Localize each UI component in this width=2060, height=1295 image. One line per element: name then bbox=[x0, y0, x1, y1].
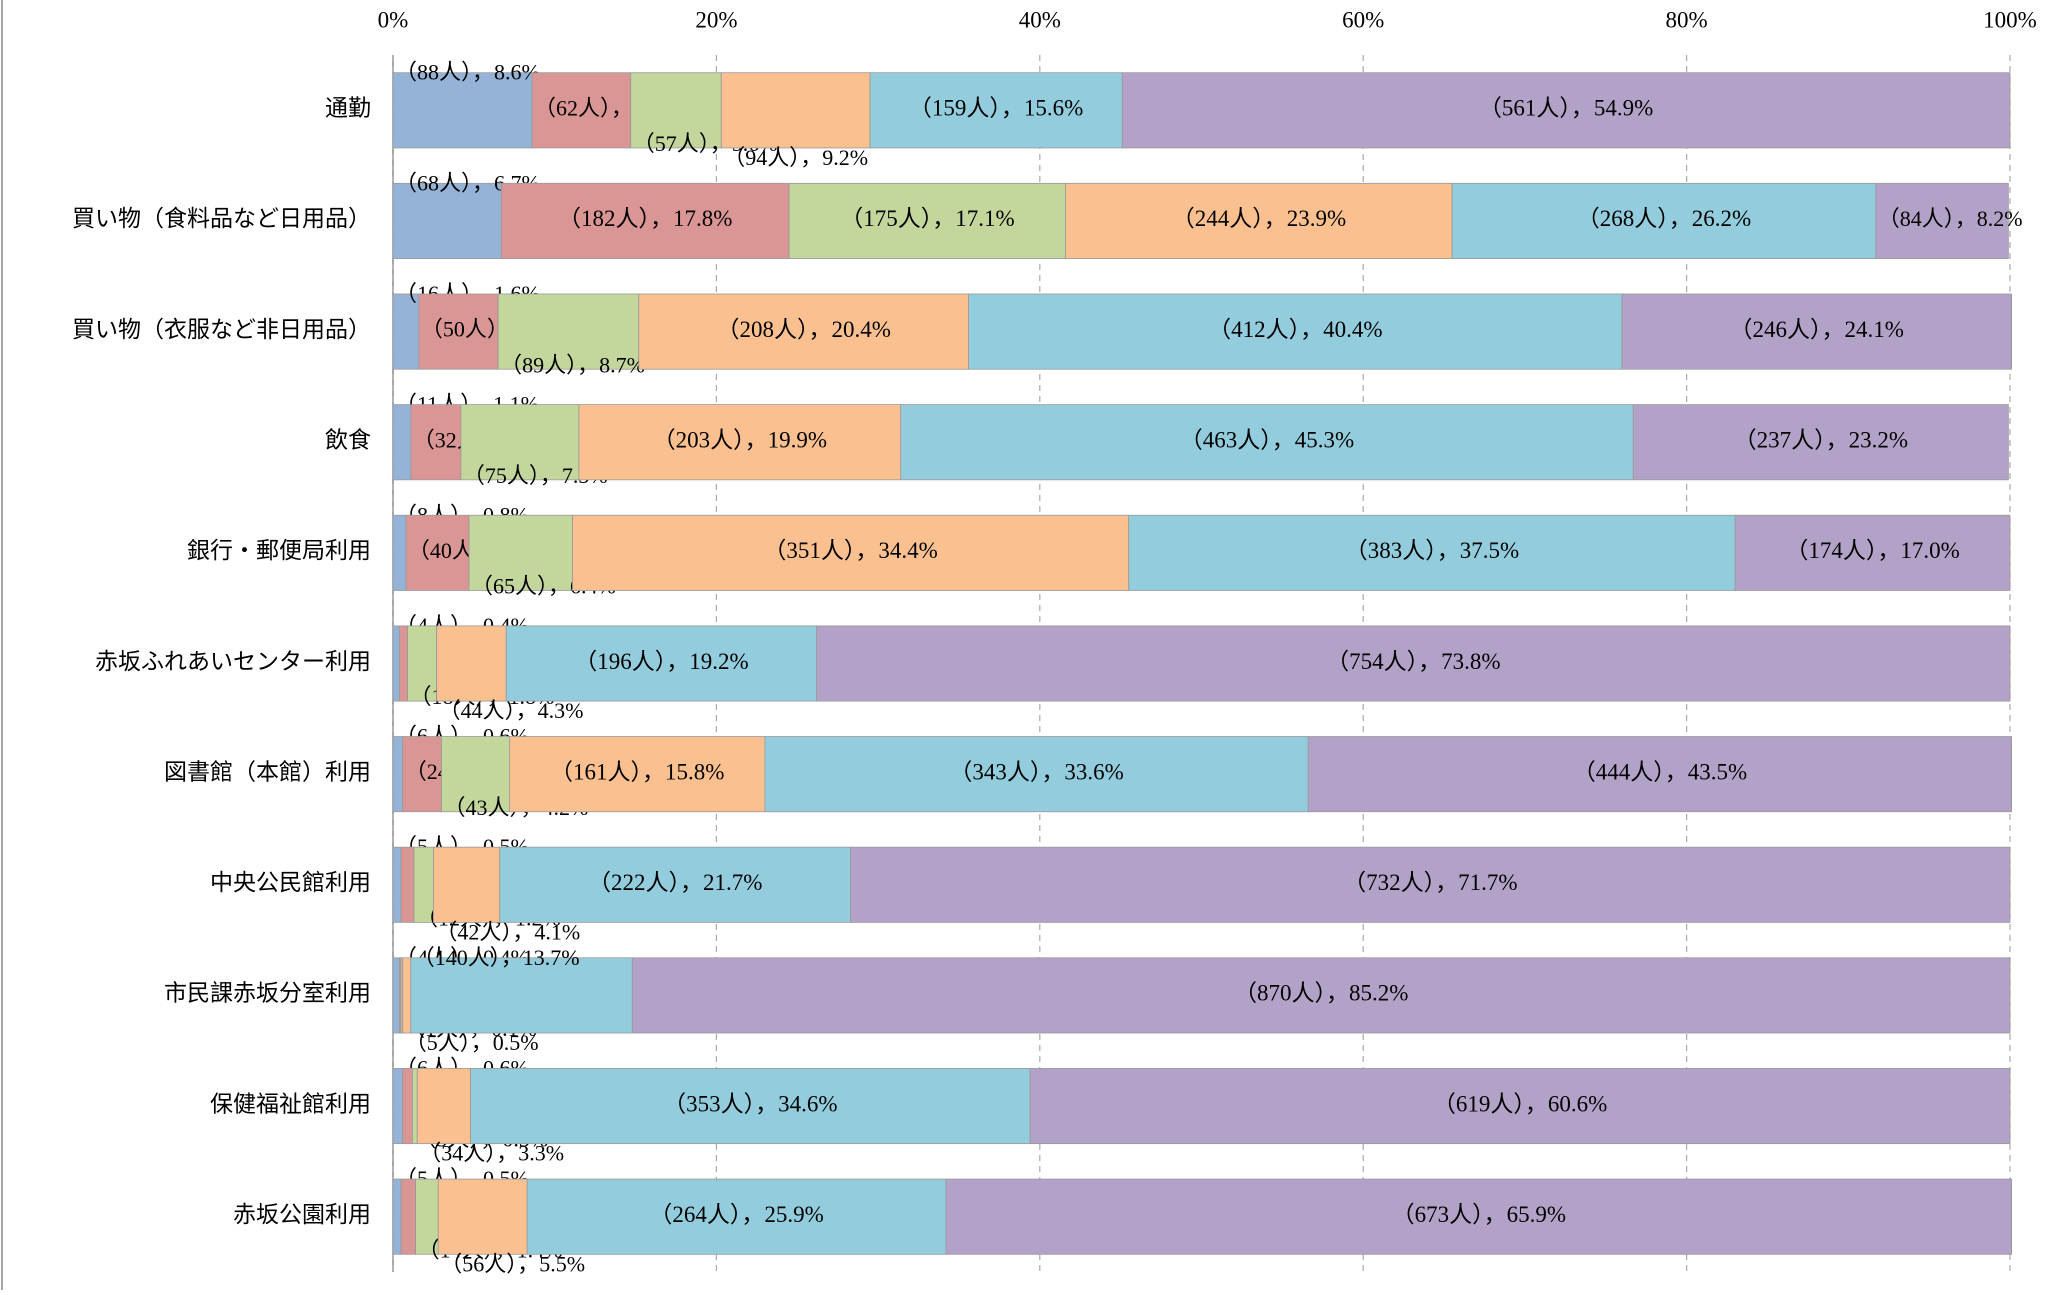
bar-segment bbox=[531, 72, 632, 149]
data-label: （732人），71.7% bbox=[1343, 870, 1517, 895]
bar-segment bbox=[470, 1068, 1031, 1145]
bar-segment bbox=[460, 404, 580, 481]
y-tick-label: 中央公民館利用 bbox=[210, 870, 371, 895]
bar-segment bbox=[410, 957, 633, 1034]
bar-segment bbox=[1121, 72, 2011, 149]
data-label: （463人），45.3% bbox=[1180, 428, 1354, 453]
data-label: （244人），23.9% bbox=[1172, 206, 1346, 231]
bar-segment bbox=[764, 736, 1309, 813]
bar-segment bbox=[1621, 293, 2013, 370]
bar-segment bbox=[405, 514, 470, 591]
bar-segment bbox=[720, 72, 871, 149]
y-tick-label: 赤坂ふれあいセンター利用 bbox=[95, 649, 371, 674]
x-tick-label: 80% bbox=[1666, 7, 1708, 32]
data-label: （44人），4.3% bbox=[439, 698, 584, 723]
data-label: （870人），85.2% bbox=[1234, 981, 1408, 1006]
bar-segment bbox=[1632, 404, 2009, 481]
bar-segment bbox=[410, 404, 462, 481]
bar-segment bbox=[499, 846, 852, 923]
x-tick-label: 0% bbox=[378, 7, 409, 32]
bar-segment bbox=[407, 625, 438, 702]
data-label: （222人），21.7% bbox=[588, 870, 762, 895]
bar-segment bbox=[1065, 182, 1453, 259]
data-label: （412人），40.4% bbox=[1208, 317, 1382, 342]
data-label: （89人），8.7% bbox=[500, 352, 645, 377]
data-label: （182人），17.8% bbox=[558, 206, 732, 231]
data-label: （561人），54.9% bbox=[1479, 96, 1653, 121]
bar-segment bbox=[433, 846, 501, 923]
data-label: （351人），34.4% bbox=[763, 538, 937, 563]
data-label: （140人），13.7% bbox=[413, 945, 580, 970]
y-tick-label: 買い物（衣服など非日用品） bbox=[72, 317, 371, 342]
y-tick-label: 図書館（本館）利用 bbox=[164, 759, 371, 784]
data-label: （161人），15.8% bbox=[550, 759, 724, 784]
bar-segment bbox=[850, 846, 2011, 923]
bar-segment bbox=[788, 182, 1067, 259]
bar-segment bbox=[631, 957, 2011, 1034]
data-label: （343人），33.6% bbox=[949, 759, 1123, 784]
data-label: （196人），19.2% bbox=[574, 649, 748, 674]
bar-segment bbox=[638, 293, 970, 370]
bar-segment bbox=[392, 182, 502, 259]
data-label: （619人），60.6% bbox=[1433, 1091, 1607, 1116]
bar-segment bbox=[630, 72, 722, 149]
data-label: （203人），19.9% bbox=[653, 428, 827, 453]
bar-segment bbox=[1734, 514, 2011, 591]
bar-segment bbox=[1451, 182, 1877, 259]
bar-segment bbox=[816, 625, 2011, 702]
bar-segment bbox=[945, 1178, 2013, 1255]
data-label: （353人），34.6% bbox=[663, 1091, 837, 1116]
x-tick-label: 60% bbox=[1342, 7, 1384, 32]
bar-segment bbox=[1128, 514, 1736, 591]
bar-segment bbox=[416, 1068, 472, 1145]
bar-segment bbox=[900, 404, 1634, 481]
data-label: （268人），26.2% bbox=[1577, 206, 1751, 231]
data-label: （159人），15.6% bbox=[909, 96, 1083, 121]
x-tick-label: 100% bbox=[1983, 7, 2037, 32]
bar-segment bbox=[578, 404, 902, 481]
data-label: （383人），37.5% bbox=[1345, 538, 1519, 563]
data-label: （237人），23.2% bbox=[1734, 428, 1908, 453]
y-tick-label: 赤坂公園利用 bbox=[233, 1202, 371, 1227]
data-label: （174人），17.0% bbox=[1785, 538, 1959, 563]
data-label: （42人），4.1% bbox=[435, 919, 580, 944]
bar-segment bbox=[1875, 182, 2009, 259]
bar-segment bbox=[437, 1178, 528, 1255]
data-label: （754人），73.8% bbox=[1326, 649, 1500, 674]
data-label: （56人），5.5% bbox=[440, 1251, 585, 1276]
data-label: （246人），24.1% bbox=[1730, 317, 1904, 342]
data-label: （444人），43.5% bbox=[1573, 759, 1747, 784]
y-tick-label: 飲食 bbox=[325, 428, 371, 453]
y-tick-label: 買い物（食料品など日用品） bbox=[72, 206, 371, 231]
bar-segment bbox=[968, 293, 1623, 370]
bar-segment bbox=[500, 182, 790, 259]
bar-segment bbox=[392, 72, 533, 149]
data-label: （84人），8.2% bbox=[1878, 206, 2023, 231]
data-label: （208人），20.4% bbox=[717, 317, 891, 342]
bar-segment bbox=[1307, 736, 2013, 813]
bar-segment bbox=[402, 957, 412, 1034]
y-tick-label: 市民課赤坂分室利用 bbox=[164, 981, 371, 1006]
data-label: （264人），25.9% bbox=[649, 1202, 823, 1227]
bar-segment bbox=[1029, 1068, 2011, 1145]
data-label: （673人），65.9% bbox=[1392, 1202, 1566, 1227]
data-label: （94人），9.2% bbox=[723, 145, 868, 170]
data-label: （175人），17.1% bbox=[840, 206, 1014, 231]
y-tick-label: 銀行・郵便局利用 bbox=[187, 538, 371, 563]
y-tick-label: 通勤 bbox=[325, 96, 371, 121]
bar-segment bbox=[497, 293, 640, 370]
bar-segment bbox=[509, 736, 766, 813]
data-label: （5人），0.5% bbox=[405, 1030, 539, 1055]
bar-segment bbox=[505, 625, 818, 702]
data-label: （34人），3.3% bbox=[419, 1141, 564, 1166]
x-tick-label: 40% bbox=[1019, 7, 1061, 32]
bar-segment bbox=[436, 625, 507, 702]
data-label: （88人），8.6% bbox=[395, 60, 540, 85]
bar-segment bbox=[526, 1178, 947, 1255]
x-tick-label: 20% bbox=[695, 7, 737, 32]
bar-segment bbox=[418, 293, 499, 370]
y-tick-label: 保健福祉館利用 bbox=[210, 1091, 371, 1116]
bar-segment bbox=[572, 514, 1130, 591]
